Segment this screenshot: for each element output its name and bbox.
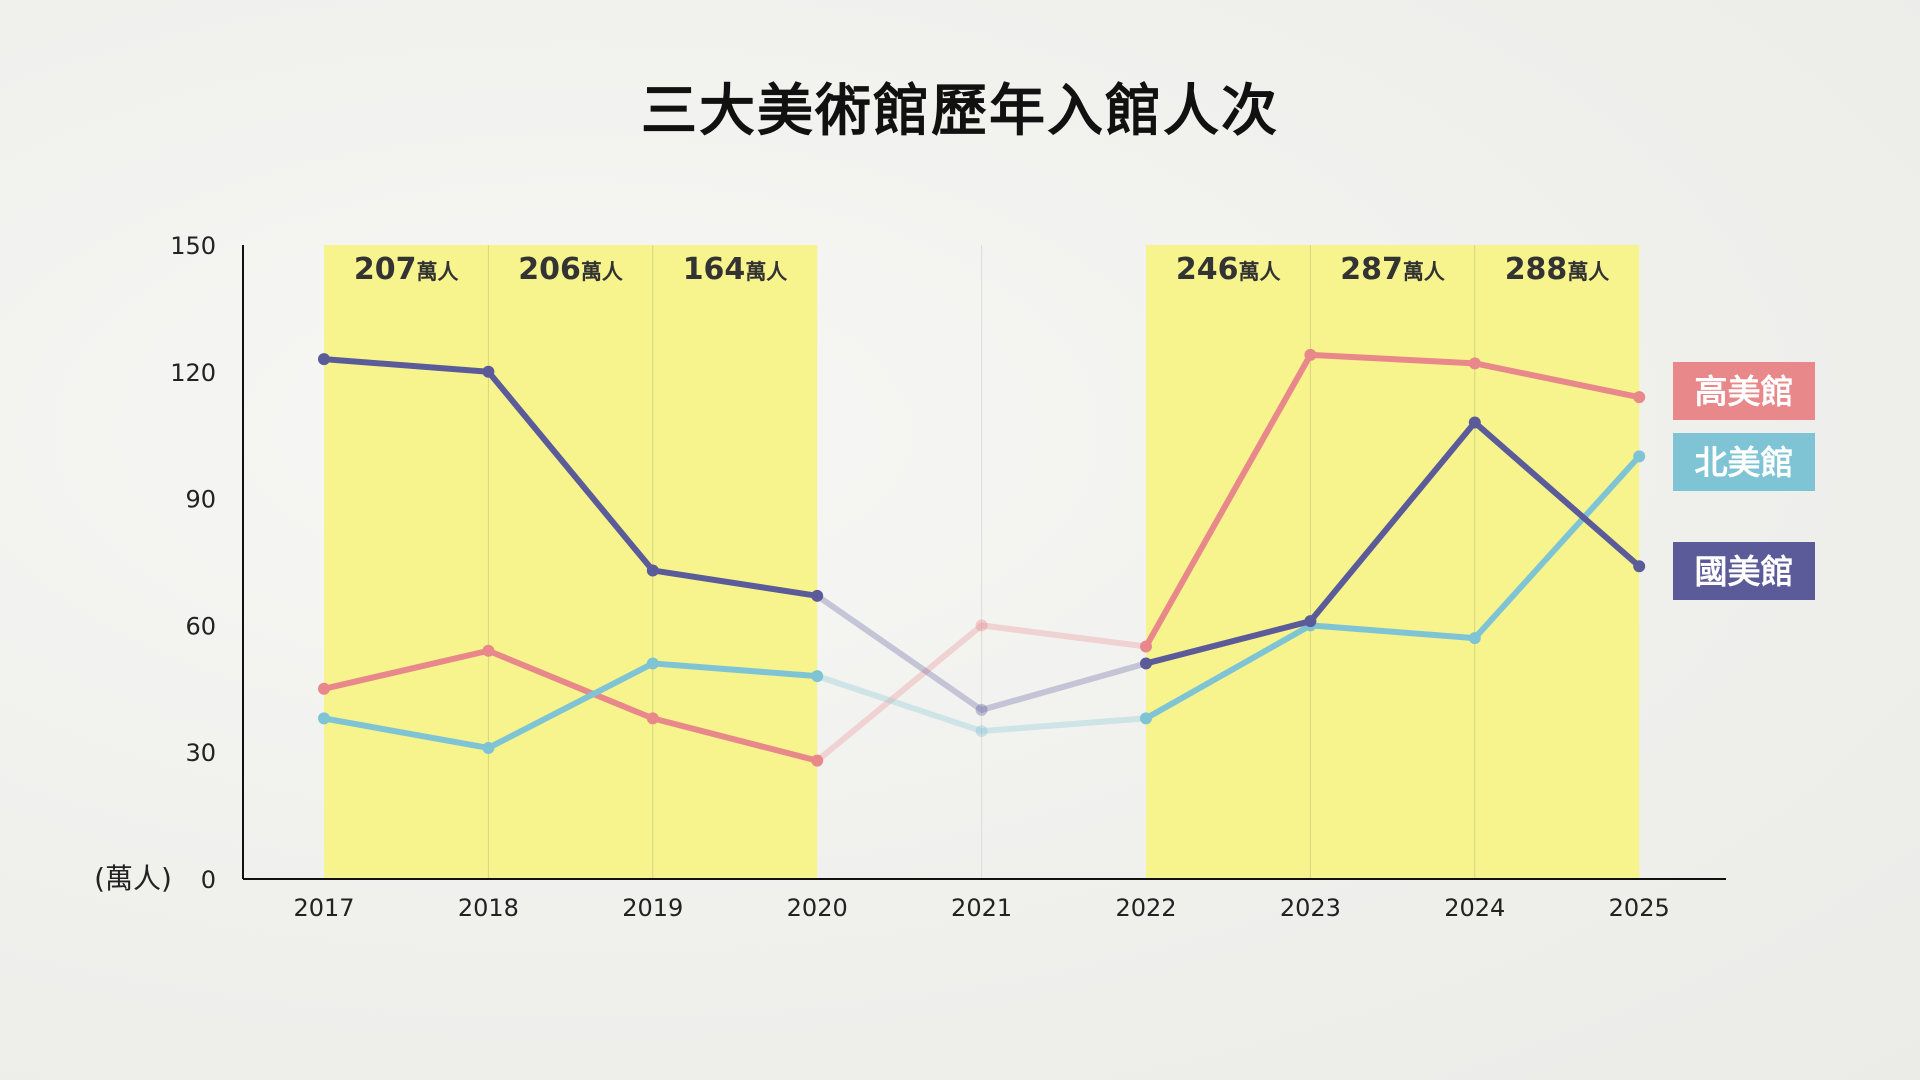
series-line-end-1 <box>1143 453 1643 722</box>
y-tick-label: 150 <box>170 232 216 260</box>
data-point <box>1140 712 1152 725</box>
data-point <box>1304 348 1317 361</box>
legend-label: 北美館 <box>1695 443 1794 482</box>
series-line-dim-2 <box>814 592 1149 713</box>
data-point <box>318 712 330 725</box>
x-tick-label: 2019 <box>622 894 683 922</box>
data-point <box>1633 560 1646 573</box>
highlight-band-1 <box>1146 245 1640 879</box>
y-tick-label: 120 <box>170 359 216 387</box>
x-tick-label: 2017 <box>293 894 354 922</box>
period-total: 246萬人 <box>1176 252 1281 287</box>
series-line-0 <box>321 647 821 764</box>
data-point <box>811 670 824 683</box>
x-tick-label: 2018 <box>458 894 519 922</box>
data-point <box>1633 450 1646 463</box>
legend-label: 高美館 <box>1695 372 1794 411</box>
data-point <box>1633 391 1646 404</box>
data-point <box>646 564 659 577</box>
y-tick-label: 30 <box>185 739 216 767</box>
x-tick-label: 2020 <box>787 894 848 922</box>
x-tick-label: 2021 <box>951 894 1012 922</box>
data-point <box>646 712 659 725</box>
data-point <box>318 353 330 366</box>
x-tick-label: 2023 <box>1280 894 1341 922</box>
data-point <box>1304 615 1317 628</box>
series-line-end-2 <box>1143 419 1643 667</box>
period-total: 288萬人 <box>1505 252 1610 287</box>
x-tick-label: 2024 <box>1444 894 1505 922</box>
data-point <box>482 365 495 378</box>
data-point <box>811 589 824 602</box>
y-axis-unit: (萬人) <box>94 862 172 895</box>
legend-label: 國美館 <box>1695 552 1794 591</box>
data-point <box>318 682 330 695</box>
data-point <box>1140 640 1152 653</box>
data-point <box>1140 657 1152 670</box>
period-total: 207萬人 <box>354 252 459 287</box>
y-tick-label: 90 <box>185 486 216 514</box>
period-total: 164萬人 <box>683 252 788 287</box>
x-tick-label: 2025 <box>1609 894 1670 922</box>
data-point <box>975 619 988 632</box>
data-point <box>811 754 824 767</box>
series-line-dim-1 <box>814 673 1149 735</box>
period-total: 287萬人 <box>1340 252 1445 287</box>
y-tick-label: 60 <box>185 612 216 640</box>
legend-box <box>1673 362 1815 420</box>
chart-title: 三大美術館歷年入館人次 <box>641 79 1279 144</box>
x-tick-label: 2022 <box>1115 894 1176 922</box>
series-line-1 <box>321 660 821 751</box>
series-line-2 <box>321 356 821 599</box>
series-line-end-0 <box>1143 351 1643 650</box>
data-point <box>646 657 659 670</box>
period-total: 206萬人 <box>518 252 623 287</box>
series-line-dim-0 <box>814 622 1149 764</box>
highlight-band-0 <box>324 245 818 879</box>
data-point <box>482 644 495 657</box>
data-point <box>975 725 988 738</box>
data-point <box>1468 416 1481 429</box>
data-point <box>1468 632 1481 645</box>
legend-box <box>1673 433 1815 491</box>
data-point <box>975 703 988 716</box>
data-point <box>1468 357 1481 370</box>
y-tick-label: 0 <box>201 866 216 894</box>
data-point <box>482 741 495 754</box>
legend-box <box>1673 542 1815 600</box>
